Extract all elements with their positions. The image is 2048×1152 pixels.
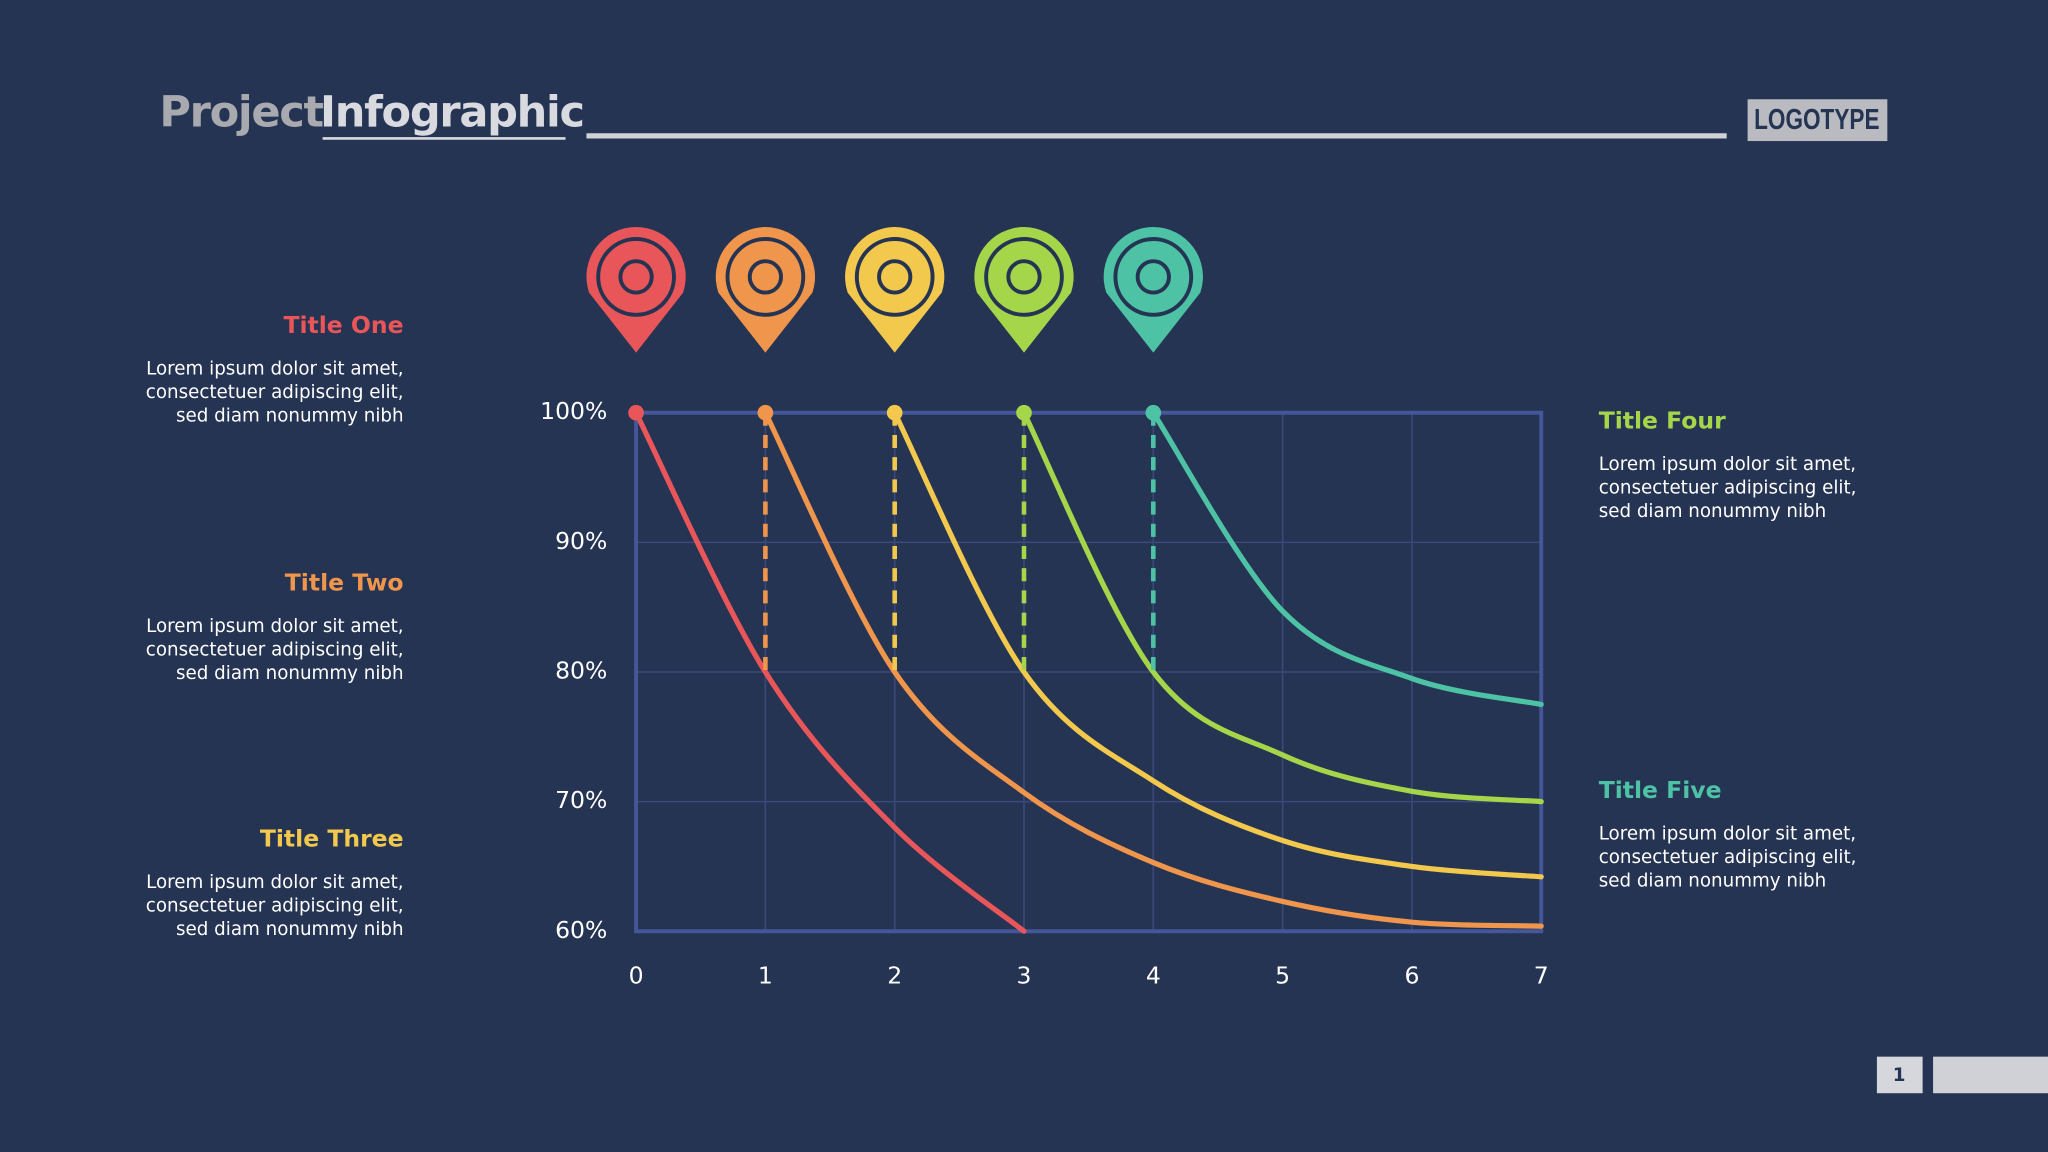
section-text: consectetuer adipiscing elit,: [146, 639, 404, 660]
start-point: [886, 404, 903, 421]
icon-pin: [715, 227, 816, 353]
icon-pin: [1103, 227, 1203, 353]
plot-frame: [634, 410, 1544, 934]
start-point: [628, 404, 644, 421]
title-first: Project: [159, 87, 323, 137]
icon-pin: [586, 227, 686, 353]
section-title: Title Five: [1599, 776, 1722, 804]
x-tick-label: 3: [1017, 961, 1032, 989]
start-point: [1016, 404, 1032, 421]
section-title: Title Four: [1599, 406, 1726, 434]
title-second: Infographic: [320, 87, 584, 137]
icon-ring: [1113, 237, 1194, 317]
line-series: [1150, 410, 1544, 708]
icon-ring: [854, 237, 935, 317]
logotype: LOGOTYPE: [1754, 104, 1879, 136]
section-text: Lorem ipsum dolor sit amet,: [1599, 454, 1856, 475]
section-text: Lorem ipsum dolor sit amet,: [146, 359, 403, 380]
icon-glyph: [618, 259, 654, 295]
line-series: [633, 410, 1027, 934]
section-title: Title Two: [285, 568, 404, 596]
y-tick-label: 60%: [555, 916, 607, 944]
x-tick-label: 0: [629, 961, 644, 989]
y-tick-label: 100%: [540, 397, 607, 425]
section-text: Lorem ipsum dolor sit amet,: [146, 616, 403, 637]
section-title: Title Three: [260, 824, 404, 852]
section-text: consectetuer adipiscing elit,: [146, 895, 404, 916]
x-tick-label: 6: [1404, 961, 1419, 989]
icon-glyph: [1006, 259, 1042, 295]
icon-pin: [845, 227, 945, 353]
line-series: [892, 410, 1544, 880]
icon-ring: [984, 237, 1064, 317]
page-number: 1: [1893, 1065, 1906, 1086]
section-text: sed diam nonummy nibh: [176, 406, 404, 427]
y-tick-label: 70%: [555, 786, 607, 814]
section-text: sed diam nonummy nibh: [176, 919, 404, 940]
x-tick-label: 5: [1275, 961, 1290, 989]
section-text: Lorem ipsum dolor sit amet,: [146, 872, 403, 893]
section-text: consectetuer adipiscing elit,: [1599, 477, 1857, 498]
chart: 60% 70% 80% 90% 100% 0 1 2 3 4 5 6 7: [540, 227, 1549, 989]
page-number-box: [1876, 1056, 1923, 1094]
y-tick-label: 80%: [555, 657, 607, 685]
section-text: Lorem ipsum dolor sit amet,: [1599, 824, 1856, 845]
section-text: sed diam nonummy nibh: [176, 663, 404, 684]
x-tick-label: 2: [887, 961, 902, 989]
page-bar: [1933, 1056, 2048, 1094]
x-tick-label: 7: [1534, 961, 1549, 989]
y-tick-label: 90%: [555, 527, 607, 555]
logotype-box: [1747, 99, 1888, 142]
start-point: [757, 404, 774, 421]
x-tick-label: 1: [758, 961, 773, 989]
line-series: [762, 410, 1544, 929]
section-text: consectetuer adipiscing elit,: [1599, 847, 1857, 868]
icon-ring: [596, 237, 676, 317]
icon-pin: [974, 227, 1074, 353]
section-text: consectetuer adipiscing elit,: [146, 382, 404, 403]
line-series: [1021, 410, 1544, 805]
section-text: sed diam nonummy nibh: [1599, 501, 1827, 522]
section-text: sed diam nonummy nibh: [1599, 871, 1827, 892]
start-point: [1145, 404, 1162, 421]
x-tick-label: 4: [1146, 961, 1161, 989]
icon-ring: [725, 237, 806, 317]
section-title: Title One: [283, 311, 403, 339]
icon-glyph: [1135, 259, 1171, 295]
icon-glyph: [747, 259, 784, 295]
icon-glyph: [877, 259, 913, 295]
